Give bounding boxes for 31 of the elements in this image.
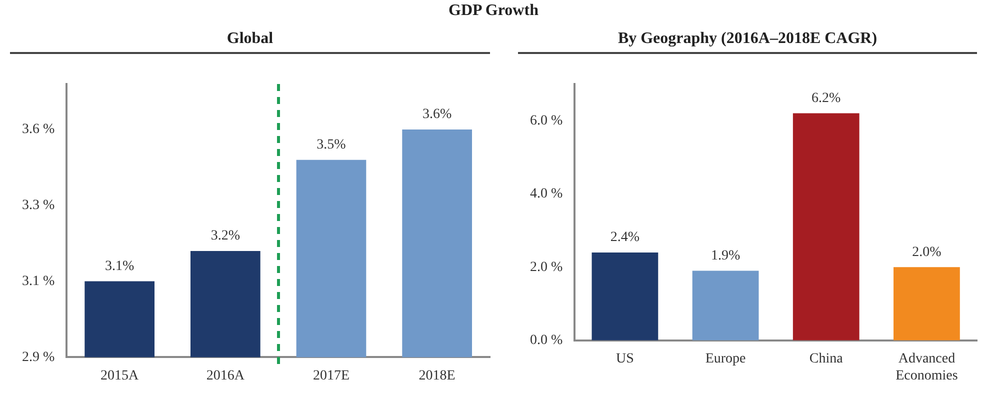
y-tick-label: 3.1 % [22, 274, 55, 289]
chart-title: GDP Growth [448, 2, 540, 20]
bar [792, 113, 860, 340]
y-tick-label: 2.9 % [22, 350, 55, 365]
chart-subtitle: By Geography (2016A–2018E CAGR) [518, 30, 977, 54]
data-label: 1.9% [710, 248, 740, 264]
data-label: 2.0% [912, 244, 942, 260]
chart-subtitle: Global [10, 30, 490, 54]
y-tick-label: 3.6 % [22, 122, 55, 138]
x-tick-label: US [616, 351, 634, 366]
x-tick-label: Advanced Economies [896, 351, 958, 384]
data-label: 3.1% [104, 258, 134, 274]
data-label: 6.2% [812, 90, 842, 106]
data-label: 3.2% [210, 228, 240, 244]
x-tick-label: Europe [705, 351, 746, 366]
bar [592, 252, 658, 340]
bar [894, 267, 960, 340]
y-tick-label: 2.0 % [530, 260, 563, 275]
y-tick-label: 3.3 % [22, 198, 55, 214]
x-tick-label: 2015A [100, 368, 140, 384]
x-tick-label: 2016A [206, 368, 246, 384]
data-label: 3.6% [422, 107, 452, 122]
y-tick-label: 0.0 % [530, 333, 563, 348]
y-tick-label: 4.0 % [530, 186, 563, 202]
x-tick-label: China [809, 351, 844, 366]
data-label: 3.5% [316, 138, 346, 153]
x-tick-label: 2018E [418, 368, 456, 384]
x-tick-label: 2017E [312, 368, 350, 384]
data-label: 2.4% [610, 230, 640, 246]
y-tick-label: 6.0 % [530, 113, 563, 128]
bar [692, 270, 759, 340]
